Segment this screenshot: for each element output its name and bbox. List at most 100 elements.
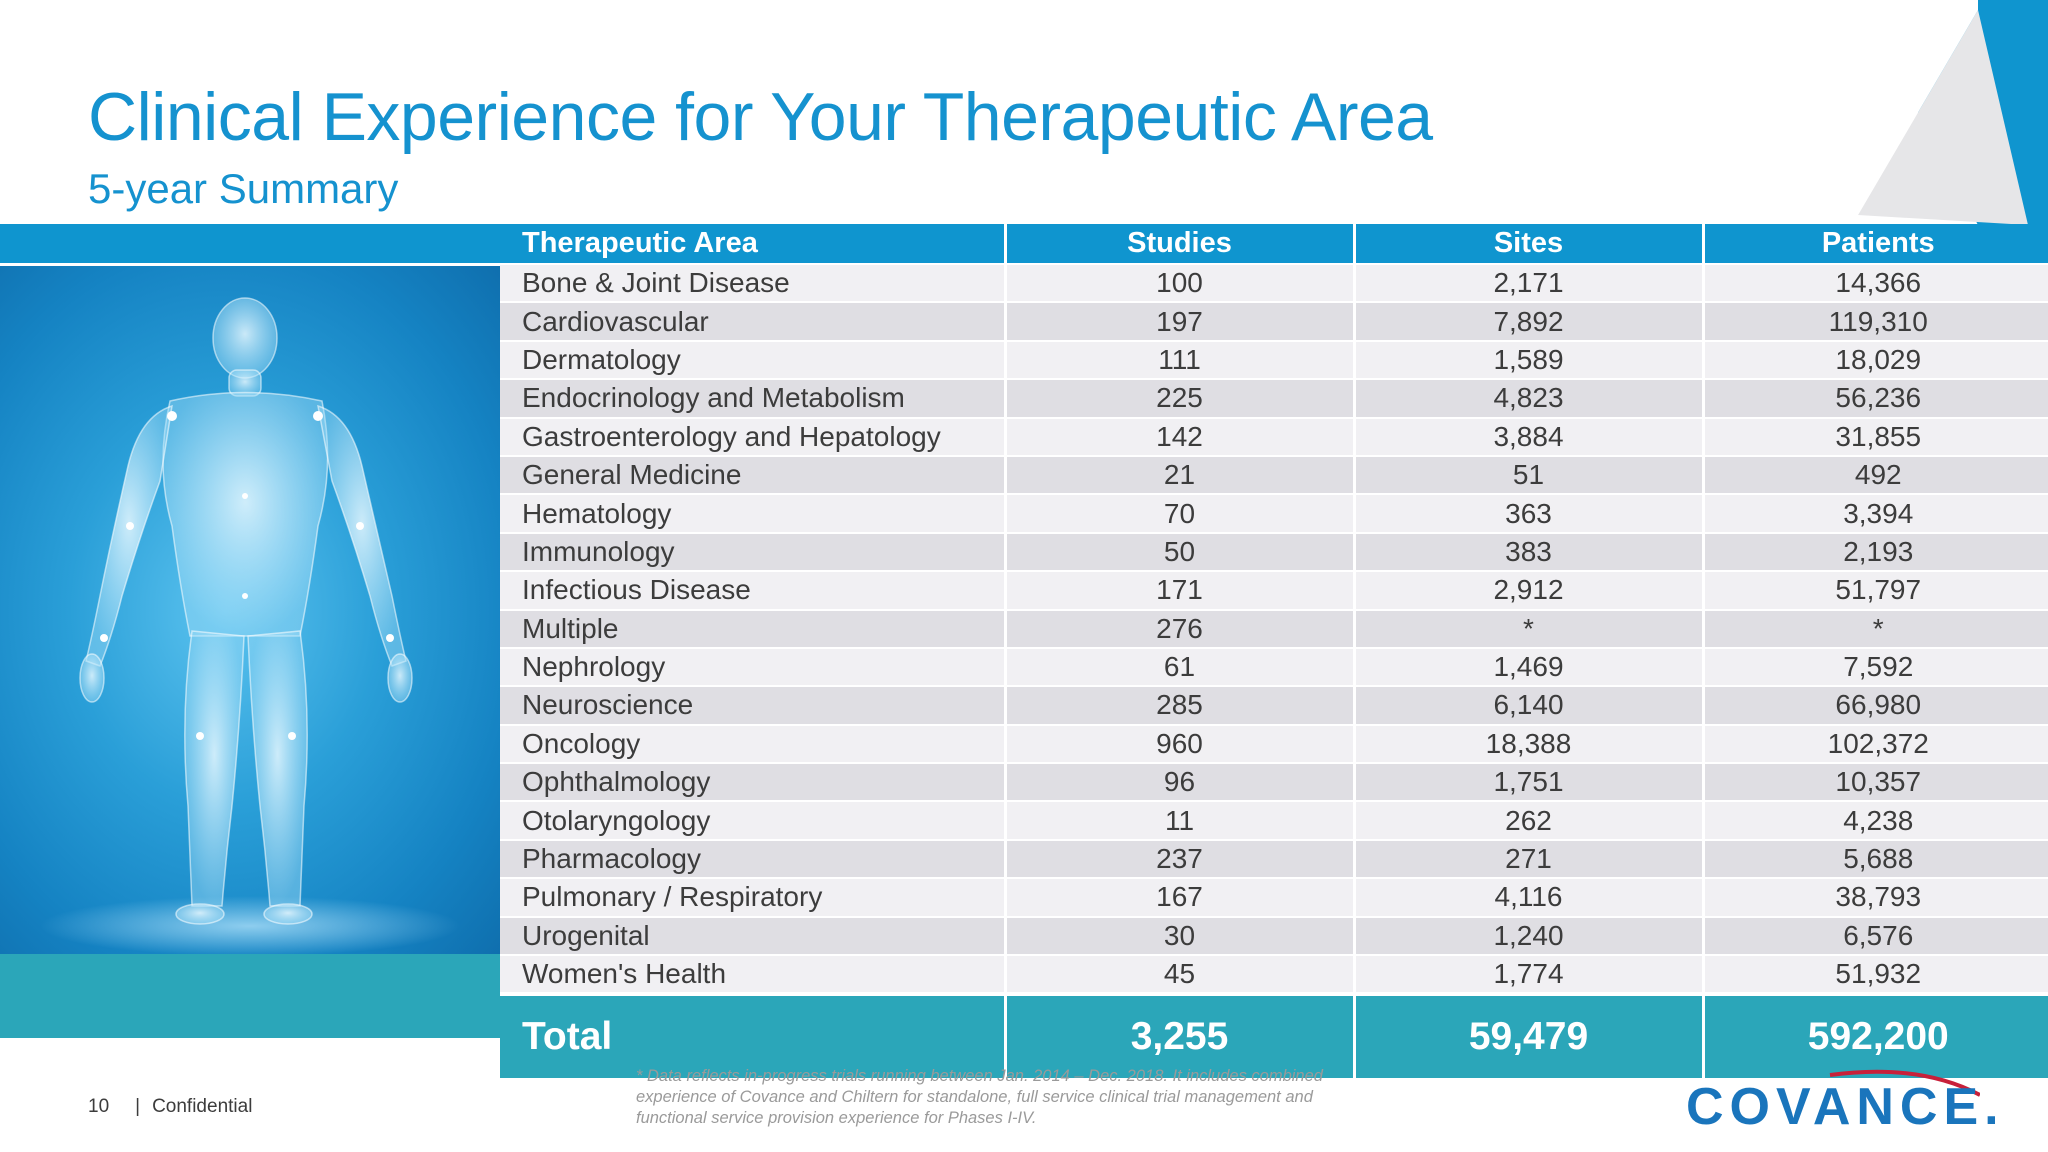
table-row: Women's Health 45 1,774 51,932: [500, 954, 2048, 995]
cell-studies: 45: [1003, 954, 1354, 995]
footnote: * Data reflects in-progress trials runni…: [636, 1067, 1323, 1127]
cell-patients: 119,310: [1701, 301, 2048, 341]
cell-studies: 96: [1003, 762, 1354, 802]
column-header-therapeutic-area: Therapeutic Area: [500, 224, 1005, 264]
cell-area: Multiple: [500, 608, 1005, 648]
table-row: Dermatology 111 1,589 18,029: [500, 339, 2048, 380]
logo-swoosh-icon: [1829, 1069, 1980, 1097]
table-row: Urogenital 30 1,240 6,576: [500, 915, 2048, 956]
cell-sites: 262: [1352, 800, 1703, 840]
corner-decoration: [1858, 0, 2048, 225]
table-row: Immunology 50 383 2,193: [500, 531, 2048, 572]
cell-studies: 111: [1003, 339, 1354, 380]
cell-sites: 3,884: [1352, 416, 1703, 456]
cell-sites: 383: [1352, 531, 1703, 572]
table-header-row: Therapeutic Area Studies Sites Patients: [500, 224, 2048, 264]
page-number: 10: [88, 1096, 110, 1117]
table-row: Bone & Joint Disease 100 2,171 14,366: [500, 262, 2048, 303]
table-row: Ophthalmology 96 1,751 10,357: [500, 762, 2048, 802]
cell-sites: 2,912: [1352, 570, 1703, 610]
cell-studies: 11: [1003, 800, 1354, 840]
cell-patients: 51,797: [1701, 570, 2048, 610]
total-row: Total 3,255 59,479 592,200: [500, 992, 2048, 1079]
column-header-sites: Sites: [1352, 224, 1703, 264]
cell-patients: 4,238: [1701, 800, 2048, 840]
table-row: Multiple 276 * *: [500, 608, 2048, 648]
cell-studies: 197: [1003, 301, 1354, 341]
footer-separator: |: [135, 1096, 141, 1117]
column-header-patients: Patients: [1701, 224, 2048, 264]
cell-patients: 31,855: [1701, 416, 2048, 456]
cell-patients: 3,394: [1701, 493, 2048, 533]
cell-studies: 70: [1003, 493, 1354, 533]
table-row: Pharmacology 237 271 5,688: [500, 838, 2048, 879]
cell-sites: 51: [1352, 454, 1703, 495]
cell-studies: 276: [1003, 608, 1354, 648]
cell-patients: 14,366: [1701, 262, 2048, 303]
cell-studies: 142: [1003, 416, 1354, 456]
cell-patients: 5,688: [1701, 838, 2048, 879]
logo-text: COVANCE.: [1686, 1078, 2005, 1136]
total-label: Total: [500, 992, 1005, 1079]
cell-sites: 18,388: [1352, 723, 1703, 764]
cell-area: Gastroenterology and Hepatology: [500, 416, 1005, 456]
cell-sites: 363: [1352, 493, 1703, 533]
table-row: General Medicine 21 51 492: [500, 454, 2048, 495]
cell-sites: 4,116: [1352, 877, 1703, 917]
page-title: Clinical Experience for Your Therapeutic…: [88, 79, 1433, 155]
cell-area: Urogenital: [500, 915, 1005, 956]
table-row: Pulmonary / Respiratory 167 4,116 38,793: [500, 877, 2048, 917]
cell-area: Pharmacology: [500, 838, 1005, 879]
table-row: Endocrinology and Metabolism 225 4,823 5…: [500, 378, 2048, 418]
cell-patients: 18,029: [1701, 339, 2048, 380]
cell-studies: 100: [1003, 262, 1354, 303]
cell-area: Hematology: [500, 493, 1005, 533]
cell-area: Ophthalmology: [500, 762, 1005, 802]
cell-patients: 2,193: [1701, 531, 2048, 572]
cell-sites: 1,774: [1352, 954, 1703, 995]
cell-area: Nephrology: [500, 646, 1005, 687]
therapeutic-area-table: Therapeutic Area Studies Sites Patients …: [500, 224, 2048, 1079]
cell-area: Infectious Disease: [500, 570, 1005, 610]
cell-area: Pulmonary / Respiratory: [500, 877, 1005, 917]
cell-sites: *: [1352, 608, 1703, 648]
table-row: Hematology 70 363 3,394: [500, 493, 2048, 533]
human-body-image: [0, 266, 500, 954]
cell-area: Dermatology: [500, 339, 1005, 380]
cell-sites: 1,469: [1352, 646, 1703, 687]
table-row: Gastroenterology and Hepatology 142 3,88…: [500, 416, 2048, 456]
cell-area: Neuroscience: [500, 685, 1005, 725]
cell-patients: *: [1701, 608, 2048, 648]
cell-area: Women's Health: [500, 954, 1005, 995]
cell-patients: 38,793: [1701, 877, 2048, 917]
cell-sites: 1,240: [1352, 915, 1703, 956]
cell-patients: 51,932: [1701, 954, 2048, 995]
cell-studies: 237: [1003, 838, 1354, 879]
table-row: Neuroscience 285 6,140 66,980: [500, 685, 2048, 725]
cell-studies: 960: [1003, 723, 1354, 764]
total-studies: 3,255: [1003, 992, 1354, 1079]
cell-sites: 7,892: [1352, 301, 1703, 341]
cell-studies: 171: [1003, 570, 1354, 610]
cell-area: Cardiovascular: [500, 301, 1005, 341]
cell-sites: 271: [1352, 838, 1703, 879]
slide-footer: 10 | Confidential: [88, 1096, 252, 1118]
covance-logo: COVANCE.: [1680, 1065, 1999, 1136]
table-row: Cardiovascular 197 7,892 119,310: [500, 301, 2048, 341]
cell-area: Endocrinology and Metabolism: [500, 378, 1005, 418]
cell-patients: 6,576: [1701, 915, 2048, 956]
cell-patients: 10,357: [1701, 762, 2048, 802]
cell-sites: 4,823: [1352, 378, 1703, 418]
total-sites: 59,479: [1352, 992, 1703, 1079]
cell-sites: 1,589: [1352, 339, 1703, 380]
table-row: Otolaryngology 11 262 4,238: [500, 800, 2048, 840]
table-row: Oncology 960 18,388 102,372: [500, 723, 2048, 764]
cell-patients: 102,372: [1701, 723, 2048, 764]
total-patients: 592,200: [1701, 992, 2048, 1079]
cell-area: Bone & Joint Disease: [500, 262, 1005, 303]
cell-area: Oncology: [500, 723, 1005, 764]
column-header-studies: Studies: [1003, 224, 1354, 264]
cell-studies: 50: [1003, 531, 1354, 572]
cell-studies: 21: [1003, 454, 1354, 495]
page-subtitle: 5-year Summary: [88, 165, 399, 212]
